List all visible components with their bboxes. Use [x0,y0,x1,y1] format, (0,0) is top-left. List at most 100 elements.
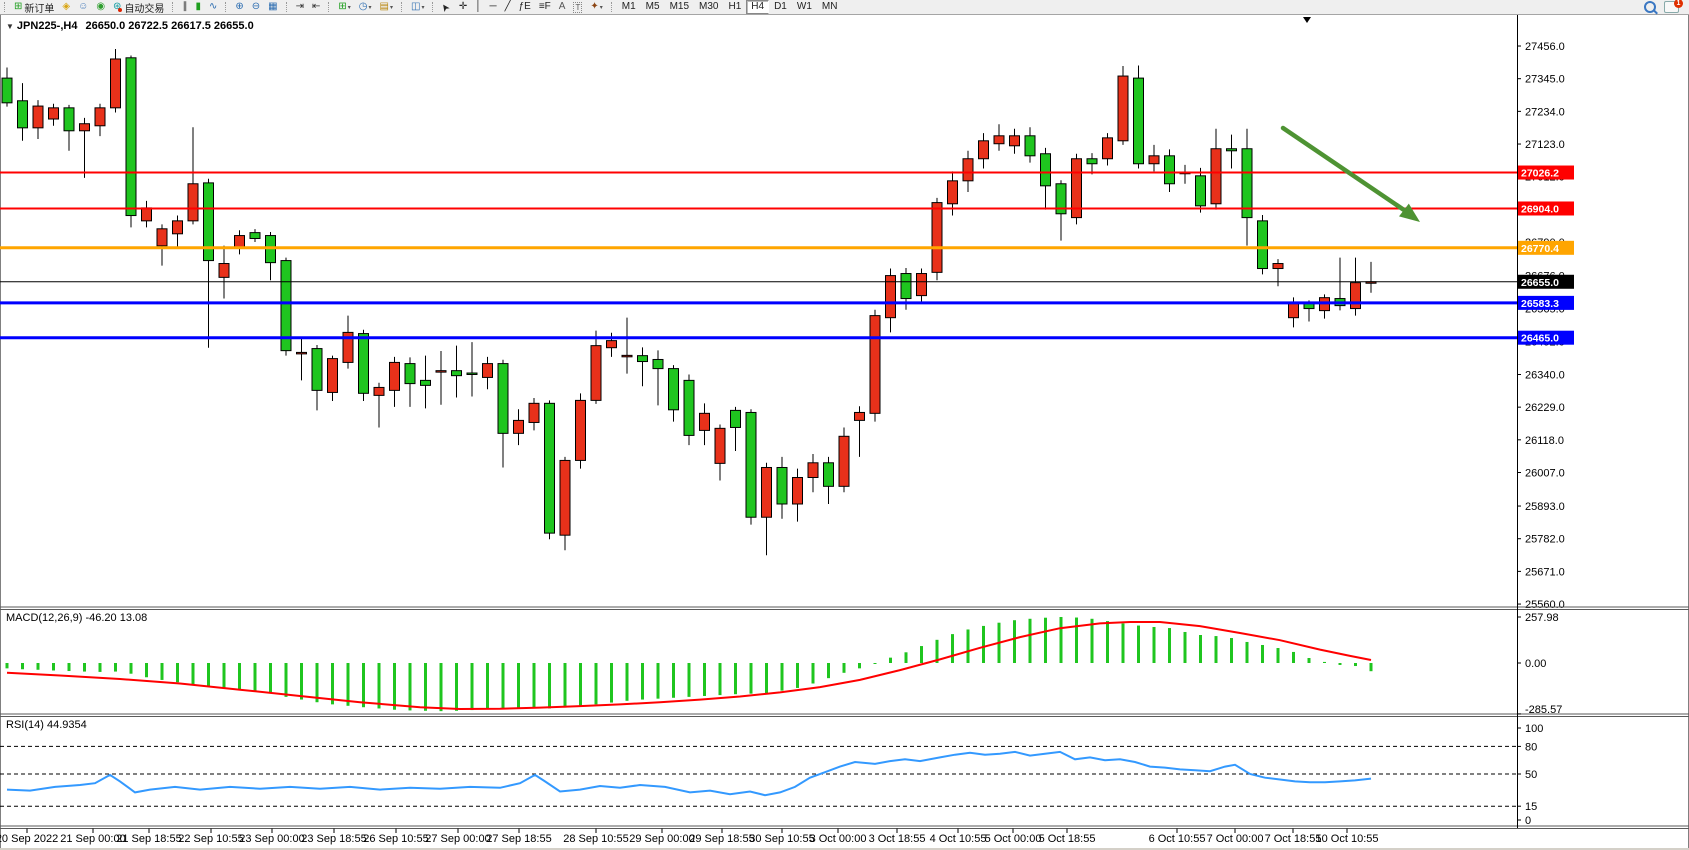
chevron-down-icon[interactable]: ▾ [421,4,425,11]
auto-trading-button[interactable]: ⊛ 自动交易 [110,0,167,15]
trendline-glyph: ╱ [504,1,511,12]
arrows-button[interactable]: ✦ ▾ [587,0,605,14]
macd-histogram-bar [548,663,551,709]
text-label-button[interactable]: T [570,0,585,14]
toolbar-grip [432,2,435,12]
chevron-down-icon[interactable]: ▾ [368,4,372,11]
time-axis-label: 21 Sep 00:00 [60,833,125,845]
price-level-badge [1518,274,1574,289]
macd-tick-label: -285.57 [1525,704,1562,716]
notifications-icon[interactable]: 1 [1664,0,1683,13]
candle-body [1241,148,1253,219]
candlestick-chart-button[interactable]: ▮ [192,0,204,14]
market-watch-icon[interactable]: ◈ [59,0,73,14]
candle-body [1164,155,1175,185]
macd-histogram-bar [222,663,226,689]
toolbar-right-icons: 1 [1644,0,1689,13]
period-button[interactable]: ◷ ▾ [356,0,375,14]
trend-arrow-head[interactable] [1399,203,1420,222]
cursor-glyph: ➤ [439,0,454,14]
crosshair-button[interactable]: ✛ [456,0,470,14]
timeframe-button-m1[interactable]: M1 [621,1,636,12]
tile-windows-button[interactable]: ▦ [265,0,280,14]
add-indicator-button[interactable]: ⊞ ▾ [335,0,353,14]
macd-histogram-bar [253,663,257,692]
time-axis-label: 5 Oct 00:00 [985,833,1042,845]
chart-shift-button[interactable]: ⇤ [309,0,323,14]
chart-dropdown-icon[interactable]: ▼ [6,22,14,31]
timeframe-button-h1[interactable]: H1 [728,1,742,12]
new-order-glyph: ⊞ [14,1,23,12]
signals-icon[interactable]: ◉ [93,0,108,14]
cursor-button[interactable]: ➤ [439,0,453,14]
timeframe-button-mn[interactable]: MN [821,1,838,12]
candle-body [110,58,121,109]
auto-scroll-button[interactable]: ⇥ [293,0,307,14]
candle-body [962,158,974,182]
rsi-tick-label: 100 [1525,723,1543,735]
indicator-window-glyph: ◫ [410,1,421,12]
bar-chart-button[interactable]: ∥ [179,0,190,14]
macd-histogram-bar [470,663,474,711]
chevron-down-icon[interactable]: ▾ [599,4,603,11]
macd-histogram-bar [238,663,241,691]
horizontal-line-button[interactable]: ─ [486,0,499,14]
rsi-tick-label: 50 [1525,769,1537,781]
macd-histogram-bar [749,663,753,694]
candle-body [1086,158,1098,165]
channel-button[interactable]: ≡F [536,0,554,14]
macd-histogram-bar [1214,636,1218,663]
macd-histogram-bar [951,634,954,663]
time-axis-label: 29 Sep 18:55 [689,833,754,845]
candle-body [172,220,183,235]
candle-body [1133,77,1144,165]
price-level-badge [1518,240,1574,255]
trend-arrow-line[interactable] [1280,125,1407,213]
new-order-button[interactable]: ⊞ 新订单 [11,0,57,15]
chevron-down-icon[interactable]: ▾ [389,4,393,11]
price-tick-label: 27234.0 [1525,106,1565,118]
candle-body [17,100,28,129]
market-watch-icon-glyph: ◈ [62,1,71,12]
macd-histogram-bar [362,663,365,708]
fibonacci-button[interactable]: ƒE [516,0,534,14]
toolbar-grip [328,2,331,12]
macd-histogram-bar [1059,616,1063,663]
signals-icon-glyph: ◉ [96,1,106,12]
price-level-badge-label: 27026.2 [1521,168,1559,180]
macd-histogram-bar [1230,638,1233,663]
time-axis-label: 22 Sep 10:55 [178,833,243,845]
search-icon[interactable] [1644,1,1656,13]
vertical-line-button[interactable]: │ [472,0,484,14]
macd-histogram-bar [672,663,675,698]
time-axis-label: 21 Sep 18:55 [116,833,181,845]
rsi-tick-label: 80 [1525,741,1537,753]
macd-histogram-bar [889,657,892,663]
chevron-down-icon[interactable]: ▾ [347,4,351,11]
timeframe-button-w1[interactable]: W1 [796,1,812,12]
indicator-window-button[interactable]: ◫ ▾ [408,0,427,14]
candle-body [1272,263,1284,270]
candle-body [1350,282,1361,310]
timeframe-button-m5[interactable]: M5 [645,1,660,12]
timeframe-button-d1[interactable]: D1 [774,1,787,12]
macd-histogram-bar [734,663,737,695]
timeframe-button-m15[interactable]: M15 [669,1,690,12]
trendline-button[interactable]: ╱ [502,0,514,14]
text-button[interactable]: A [556,0,569,14]
chart-shift-marker[interactable] [1303,17,1311,23]
time-axis-label: 27 Sep 18:55 [486,833,551,845]
timeframe-button-h4[interactable]: H4 [746,0,770,14]
template-button[interactable]: ▤ ▾ [377,0,396,14]
timeframe-button-m30[interactable]: M30 [699,1,719,12]
profile-icon[interactable]: ☺ [75,0,91,14]
zoom-out-button[interactable]: ⊖ [249,0,263,14]
bar-chart-glyph: ∥ [182,1,188,12]
line-chart-button[interactable]: ∿ [206,0,220,14]
time-axis-label: 7 Oct 00:00 [1207,833,1264,845]
zoom-in-button[interactable]: ⊕ [232,0,246,14]
candle-body [125,57,137,217]
candle-body [466,372,478,375]
candle-body [978,140,989,160]
